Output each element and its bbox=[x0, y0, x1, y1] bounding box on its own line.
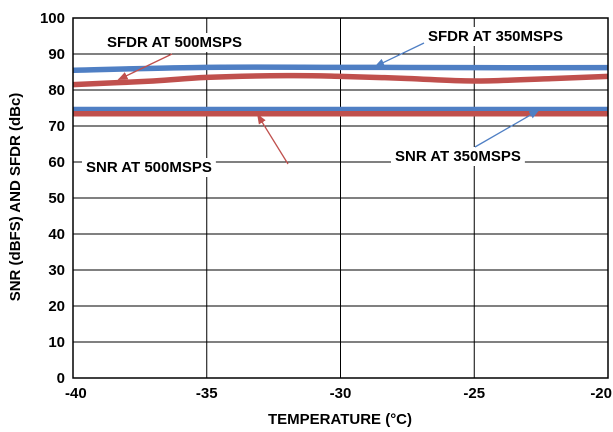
y-tick-label: 0 bbox=[57, 370, 65, 387]
grid bbox=[72, 17, 609, 379]
y-tick-label: 50 bbox=[48, 190, 65, 207]
y-tick-label: 30 bbox=[48, 262, 65, 279]
series-lines bbox=[72, 64, 609, 117]
annotation-arrow bbox=[257, 113, 289, 165]
y-tick-label: 40 bbox=[48, 226, 65, 243]
plot-frame bbox=[72, 17, 609, 379]
x-tick-label: -25 bbox=[463, 385, 485, 402]
annotation-sfdr-500msps: SFDR AT 500MSPS bbox=[107, 34, 242, 51]
y-tick-label: 80 bbox=[48, 82, 65, 99]
y-tick-label: 20 bbox=[48, 298, 65, 315]
x-tick-label: -30 bbox=[330, 385, 352, 402]
tick-labels: 0 10 20 30 40 50 60 70 80 90 100 -40 -35 -30 -25 -20 bbox=[40, 10, 612, 402]
annotation-sfdr-350msps: SFDR AT 350MSPS bbox=[428, 28, 563, 45]
x-axis-label: TEMPERATURE (°C) bbox=[268, 411, 412, 428]
plot-border bbox=[72, 17, 609, 379]
x-tick-label: -40 bbox=[65, 385, 87, 402]
sfdr-350msps-line bbox=[72, 64, 609, 73]
y-tick-label: 10 bbox=[48, 334, 65, 351]
annotation-background bbox=[391, 147, 525, 166]
y-axis-label: SNR (dBFS) AND SFDR (dBc) bbox=[7, 93, 24, 302]
y-tick-label: 60 bbox=[48, 154, 65, 171]
annotation-snr-350msps: SNR AT 350MSPS bbox=[395, 148, 521, 165]
x-tick-label: -20 bbox=[590, 385, 612, 402]
annotation-background bbox=[424, 27, 568, 46]
annotation-background bbox=[82, 158, 216, 177]
sfdr-500msps-line bbox=[72, 72, 609, 88]
annotation-background bbox=[103, 33, 247, 52]
annotations: SFDR AT 500MSPS SFDR AT 350MSPS SNR AT 500… bbox=[82, 27, 568, 177]
y-tick-label: 90 bbox=[48, 46, 65, 63]
annotation-snr-500msps: SNR AT 500MSPS bbox=[86, 159, 212, 176]
annotation-arrow bbox=[117, 53, 173, 81]
annotation-arrow bbox=[474, 109, 540, 148]
x-tick-label: -35 bbox=[196, 385, 218, 402]
annotation-arrow bbox=[374, 42, 425, 67]
y-tick-label: 100 bbox=[40, 10, 65, 27]
y-tick-label: 70 bbox=[48, 118, 65, 135]
